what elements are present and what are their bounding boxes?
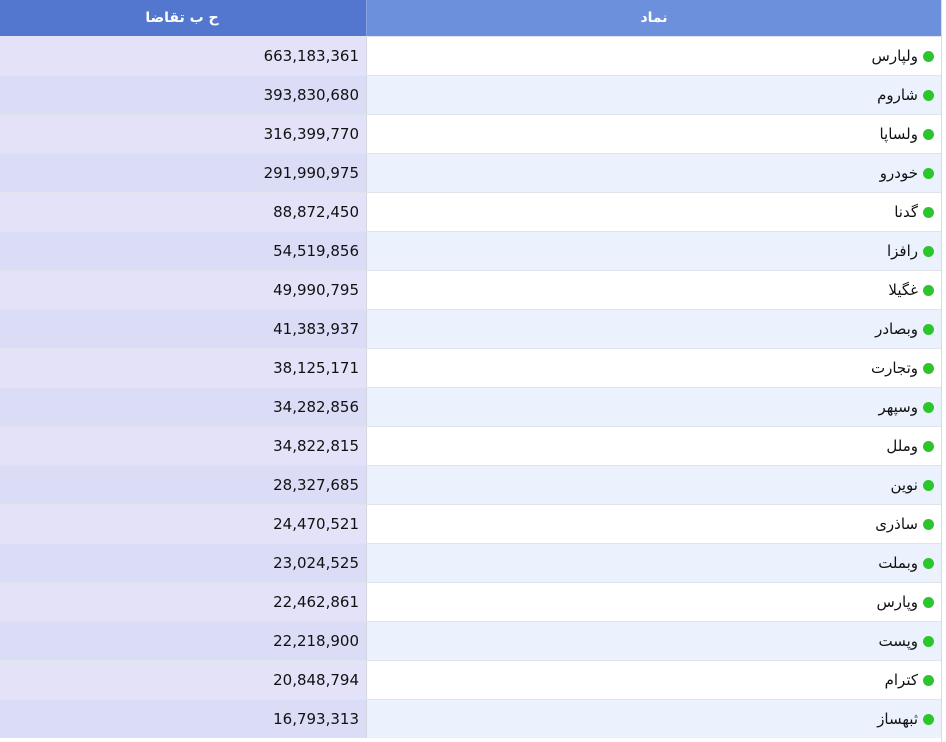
status-dot-icon <box>923 362 934 374</box>
status-dot-icon <box>923 89 934 101</box>
demand-volume-cell: 22,462,861 <box>0 583 367 621</box>
table-row[interactable]: 663,183,361 ولپارس <box>0 36 941 75</box>
symbol-name: غگیلا <box>888 281 918 299</box>
symbol-cell[interactable]: خودرو <box>367 154 941 192</box>
status-dot-icon <box>923 557 934 569</box>
demand-volume-cell: 23,024,525 <box>0 544 367 582</box>
symbol-name: وبملت <box>878 554 918 572</box>
symbol-cell[interactable]: رافزا <box>367 232 941 270</box>
table-row[interactable]: 20,848,794 کترام <box>0 660 941 699</box>
status-dot-icon <box>923 479 934 491</box>
table-header: ح ب تقاضا نماد <box>0 0 941 36</box>
table-row[interactable]: 24,470,521 ساذری <box>0 504 941 543</box>
symbol-cell[interactable]: کترام <box>367 661 941 699</box>
symbol-cell[interactable]: ولساپا <box>367 115 941 153</box>
table-row[interactable]: 291,990,975 خودرو <box>0 153 941 192</box>
symbol-name: رافزا <box>886 242 918 260</box>
symbol-cell[interactable]: ثبهساز <box>367 700 941 738</box>
symbol-name: خودرو <box>879 164 918 182</box>
table-row[interactable]: 393,830,680 شاروم <box>0 75 941 114</box>
demand-volume-cell: 24,470,521 <box>0 505 367 543</box>
status-dot-icon <box>923 713 934 725</box>
demand-volume-cell: 16,793,313 <box>0 700 367 738</box>
table-row[interactable]: 49,990,795 غگیلا <box>0 270 941 309</box>
symbol-name: نوین <box>890 476 918 494</box>
status-dot-icon <box>923 284 934 296</box>
column-header-demand-volume[interactable]: ح ب تقاضا <box>0 0 367 36</box>
symbol-name: وپارس <box>876 593 918 611</box>
symbol-name: وتجارت <box>870 359 918 377</box>
table-row[interactable]: 41,383,937 وبصادر <box>0 309 941 348</box>
status-dot-icon <box>923 50 934 62</box>
demand-volume-cell: 663,183,361 <box>0 37 367 75</box>
symbol-cell[interactable]: وپارس <box>367 583 941 621</box>
table-row[interactable]: 316,399,770 ولساپا <box>0 114 941 153</box>
symbol-cell[interactable]: ساذری <box>367 505 941 543</box>
symbol-name: وملل <box>886 437 918 455</box>
table-row[interactable]: 28,327,685 نوین <box>0 465 941 504</box>
symbol-name: ولپارس <box>871 47 918 65</box>
table-row[interactable]: 23,024,525 وبملت <box>0 543 941 582</box>
status-dot-icon <box>923 596 934 608</box>
demand-volume-cell: 38,125,171 <box>0 349 367 387</box>
status-dot-icon <box>923 401 934 413</box>
table-row[interactable]: 34,282,856 وسپهر <box>0 387 941 426</box>
column-header-symbol-label: نماد <box>640 10 668 26</box>
status-dot-icon <box>923 128 934 140</box>
status-dot-icon <box>923 323 934 335</box>
symbol-cell[interactable]: وبصادر <box>367 310 941 348</box>
symbol-cell[interactable]: گدنا <box>367 193 941 231</box>
symbol-name: ساذری <box>875 515 918 533</box>
demand-volume-cell: 316,399,770 <box>0 115 367 153</box>
symbol-cell[interactable]: نوین <box>367 466 941 504</box>
table-row[interactable]: 38,125,171 وتجارت <box>0 348 941 387</box>
symbol-name: وسپهر <box>878 398 918 416</box>
table-row[interactable]: 22,462,861 وپارس <box>0 582 941 621</box>
symbol-name: ثبهساز <box>877 710 918 728</box>
demand-volume-cell: 49,990,795 <box>0 271 367 309</box>
symbol-name: گدنا <box>894 203 918 221</box>
demand-volume-cell: 34,822,815 <box>0 427 367 465</box>
demand-volume-cell: 54,519,856 <box>0 232 367 270</box>
symbol-name: ولساپا <box>879 125 918 143</box>
demand-volume-cell: 28,327,685 <box>0 466 367 504</box>
symbol-name: کترام <box>884 671 918 689</box>
symbol-name: وپست <box>878 632 918 650</box>
table-row[interactable]: 16,793,313 ثبهساز <box>0 699 941 738</box>
symbol-cell[interactable]: شاروم <box>367 76 941 114</box>
status-dot-icon <box>923 167 934 179</box>
demand-volume-cell: 20,848,794 <box>0 661 367 699</box>
table-row[interactable]: 88,872,450 گدنا <box>0 192 941 231</box>
demand-volume-cell: 34,282,856 <box>0 388 367 426</box>
table-row[interactable]: 22,218,900 وپست <box>0 621 941 660</box>
symbol-cell[interactable]: وپست <box>367 622 941 660</box>
table-row[interactable]: 34,822,815 وملل <box>0 426 941 465</box>
symbol-cell[interactable]: وسپهر <box>367 388 941 426</box>
symbol-cell[interactable]: وبملت <box>367 544 941 582</box>
symbol-cell[interactable]: وملل <box>367 427 941 465</box>
status-dot-icon <box>923 635 934 647</box>
demand-volume-cell: 291,990,975 <box>0 154 367 192</box>
demand-volume-cell: 41,383,937 <box>0 310 367 348</box>
symbol-cell[interactable]: وتجارت <box>367 349 941 387</box>
column-header-demand-volume-label: ح ب تقاضا <box>145 10 219 26</box>
table-body: 663,183,361 ولپارس 393,830,680 شاروم 316,399… <box>0 36 941 738</box>
demand-volume-cell: 393,830,680 <box>0 76 367 114</box>
table-row[interactable]: 54,519,856 رافزا <box>0 231 941 270</box>
status-dot-icon <box>923 518 934 530</box>
symbol-name: وبصادر <box>875 320 918 338</box>
symbol-name: شاروم <box>877 86 918 104</box>
status-dot-icon <box>923 206 934 218</box>
status-dot-icon <box>923 674 934 686</box>
symbol-cell[interactable]: غگیلا <box>367 271 941 309</box>
column-header-symbol[interactable]: نماد <box>367 0 941 36</box>
symbol-cell[interactable]: ولپارس <box>367 37 941 75</box>
demand-volume-cell: 88,872,450 <box>0 193 367 231</box>
status-dot-icon <box>923 440 934 452</box>
status-dot-icon <box>923 245 934 257</box>
demand-volume-cell: 22,218,900 <box>0 622 367 660</box>
